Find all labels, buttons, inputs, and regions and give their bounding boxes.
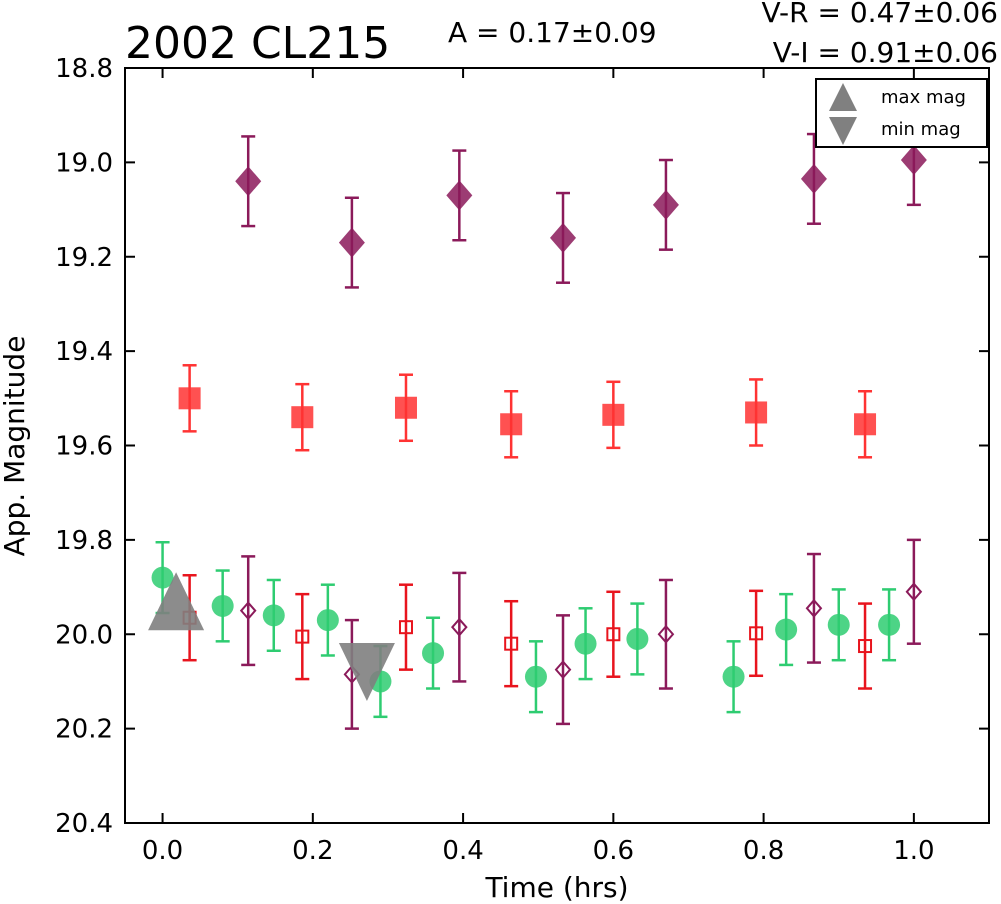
x-tick-label: 0.4 <box>442 836 483 866</box>
x-tick-label: 0.2 <box>292 836 333 866</box>
data-point-diamond-open <box>905 582 923 602</box>
x-tick-label: 1.0 <box>893 836 934 866</box>
data-point-circle-filled <box>211 594 234 617</box>
data-point-circle-filled <box>827 613 850 636</box>
data-point-circle-filled <box>262 604 285 627</box>
color-index-vr: V-R = 0.47±0.06 <box>762 0 998 29</box>
data-point-square-open <box>606 627 621 642</box>
data-point-circle-filled <box>626 627 649 650</box>
data-point-diamond-filled <box>235 166 262 197</box>
data-point-square-filled <box>291 406 314 429</box>
data-point-circle-filled <box>316 609 339 632</box>
data-point-diamond-open <box>554 660 572 680</box>
x-tick-label: 0.0 <box>142 836 183 866</box>
data-point-square-filled <box>602 403 625 426</box>
amplitude-label: A = 0.17±0.09 <box>448 16 657 49</box>
data-point-square-open <box>295 629 310 644</box>
data-point-diamond-filled <box>338 227 365 258</box>
y-tick-label: 19.2 <box>55 243 113 273</box>
y-tick-label: 20.2 <box>55 715 113 745</box>
data-point-square-filled <box>854 413 877 436</box>
data-point-diamond-filled <box>652 189 679 220</box>
data-point-circle-filled <box>775 618 798 641</box>
data-point-diamond-filled <box>800 163 827 194</box>
legend-label-min: min mag <box>881 119 961 140</box>
data-point-square-open <box>749 626 764 641</box>
data-point-diamond-open <box>239 601 257 621</box>
y-axis-label: App. Magnitude <box>0 336 31 557</box>
x-axis-label: Time (hrs) <box>484 871 628 904</box>
color-index-vi: V-I = 0.91±0.06 <box>773 36 998 69</box>
data-point-diamond-filled <box>900 145 927 176</box>
data-point-square-open <box>858 639 873 654</box>
y-tick-label: 19.0 <box>55 148 113 178</box>
data-point-square-filled <box>178 387 201 410</box>
y-tick-label: 20.4 <box>55 809 113 839</box>
legend: max mag min mag <box>815 78 988 148</box>
y-tick-label: 19.6 <box>55 432 113 462</box>
data-point-diamond-open <box>657 624 675 644</box>
x-tick-label: 0.8 <box>743 836 784 866</box>
chart-title: 2002 CL215 <box>125 18 390 69</box>
data-point-diamond-filled <box>550 222 577 253</box>
max-mag-marker <box>148 572 205 631</box>
legend-max-mag-icon <box>829 83 857 111</box>
legend-min-mag-icon <box>829 117 857 145</box>
y-tick-label: 19.8 <box>55 526 113 556</box>
y-tick-label: 20.0 <box>55 620 113 650</box>
y-tick-label: 18.8 <box>55 54 113 84</box>
data-point-circle-filled <box>151 566 174 589</box>
data-point-circle-filled <box>422 642 445 665</box>
data-point-square-filled <box>500 413 523 436</box>
data-point-circle-filled <box>878 613 901 636</box>
data-point-diamond-filled <box>446 180 473 211</box>
data-point-square-filled <box>394 396 417 419</box>
x-tick-label: 0.6 <box>593 836 634 866</box>
data-point-square-filled <box>745 401 768 424</box>
data-point-diamond-open <box>805 598 823 618</box>
min-mag-marker <box>338 643 395 701</box>
data-point-square-open <box>504 636 519 651</box>
data-point-diamond-open <box>451 617 468 637</box>
data-point-circle-filled <box>722 665 745 688</box>
legend-label-max: max mag <box>881 87 966 108</box>
axis-ticks: 0.0 0.2 0.4 0.6 0.8 1.0 18.8 19.0 19.2 19.4 19.6 19… <box>55 54 989 866</box>
y-tick-label: 19.4 <box>55 337 113 367</box>
data-point-circle-filled <box>574 632 597 655</box>
plot-marks <box>148 113 927 730</box>
data-point-square-open <box>398 620 413 635</box>
data-point-circle-filled <box>524 665 547 688</box>
